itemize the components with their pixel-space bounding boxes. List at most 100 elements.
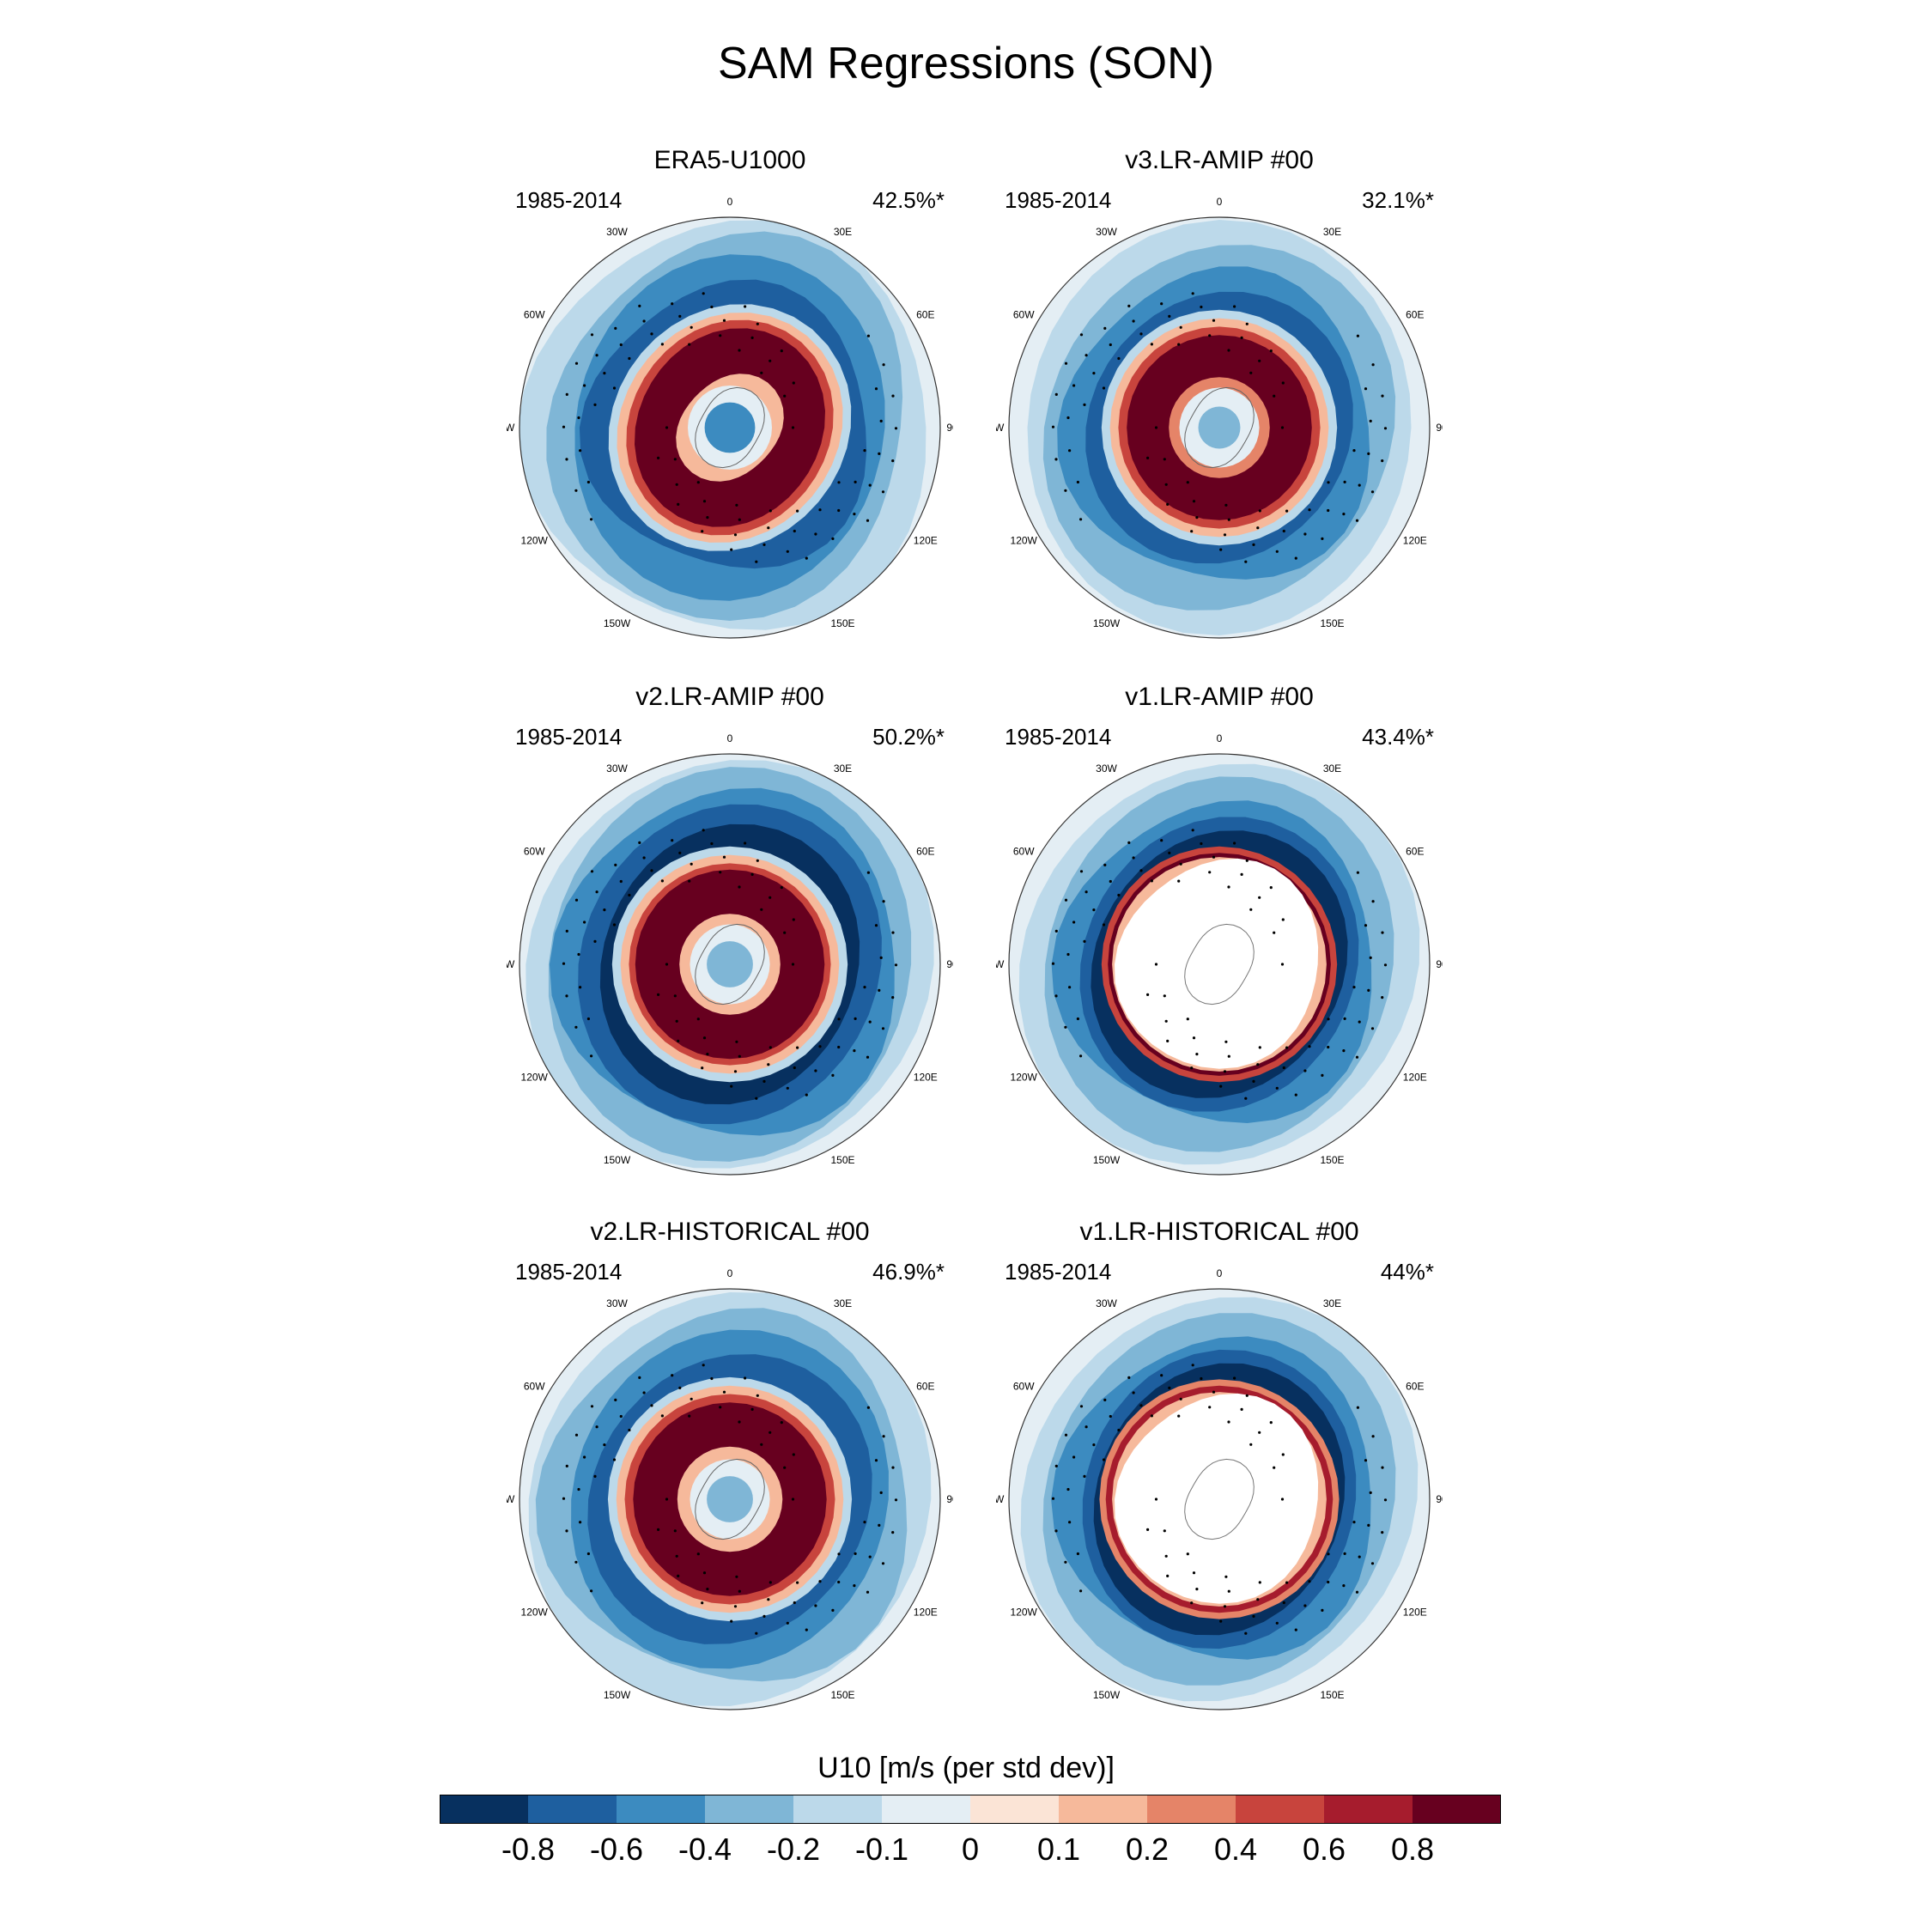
colorbar-swatch bbox=[440, 1795, 529, 1824]
longitude-label: 0 bbox=[727, 732, 733, 744]
colorbar-swatch bbox=[793, 1795, 883, 1824]
panel-explained-variance: 46.9%* bbox=[872, 1259, 945, 1285]
longitude-label: 30W bbox=[1096, 762, 1117, 775]
panel-v1-historical: v1.LR-HISTORICAL #00 1985-2014 44%* 0 30E… bbox=[996, 1218, 1443, 1716]
longitude-label: 90E bbox=[946, 1493, 953, 1505]
longitude-label: 90W bbox=[996, 1493, 1005, 1505]
longitude-label: 60E bbox=[916, 1381, 934, 1393]
longitude-label: 120E bbox=[914, 1072, 938, 1084]
colorbar-tick-label: -0.8 bbox=[501, 1832, 556, 1867]
colorbar-swatch bbox=[1059, 1795, 1148, 1824]
longitude-label: 60E bbox=[1406, 1381, 1424, 1393]
longitude-label: 120E bbox=[914, 1607, 938, 1619]
panel-period: 1985-2014 bbox=[1005, 187, 1112, 213]
longitude-label: 120W bbox=[1011, 1072, 1038, 1084]
longitude-label: 150E bbox=[830, 1689, 854, 1701]
polar-map: 030E60E90E120E150E180150W120W90W60W30W bbox=[507, 732, 953, 1176]
colorbar-swatch bbox=[970, 1795, 1060, 1824]
longitude-label: 30W bbox=[606, 226, 628, 238]
colorbar-tick-label: 0.4 bbox=[1213, 1832, 1258, 1867]
longitude-label: 60W bbox=[524, 309, 545, 321]
colorbar-tick-label: 0.6 bbox=[1302, 1832, 1346, 1867]
longitude-label: 0 bbox=[1217, 1267, 1223, 1279]
panel-explained-variance: 44%* bbox=[1380, 1259, 1434, 1285]
longitude-label: 60E bbox=[1406, 309, 1424, 321]
contour-band bbox=[704, 402, 756, 453]
panel-era5: ERA5-U1000 1985-2014 42.5%* 0 30E 60E 90E 12… bbox=[507, 146, 953, 644]
longitude-label: 30W bbox=[1096, 1297, 1117, 1309]
significance-stippling bbox=[1051, 292, 1388, 563]
longitude-label: 90W bbox=[507, 422, 515, 434]
panel-v3-amip: v3.LR-AMIP #00 1985-2014 32.1%* 0 30E 60E 9… bbox=[996, 146, 1443, 644]
longitude-label: 60W bbox=[1013, 846, 1035, 858]
colorbar-tick-label: -0.6 bbox=[589, 1832, 644, 1867]
polar-map: 030E60E90E120E150E180150W120W90W60W30W bbox=[996, 1267, 1443, 1710]
map-boundary bbox=[1008, 216, 1431, 639]
longitude-label: 120W bbox=[521, 1607, 549, 1619]
map-boundary bbox=[1008, 1288, 1431, 1710]
antarctica-coastline bbox=[1184, 923, 1255, 1005]
colorbar-title: U10 [m/s (per std dev)] bbox=[817, 1752, 1115, 1784]
colorbar-tick-label: -0.1 bbox=[854, 1832, 909, 1867]
colorbar-tick-label: 0.2 bbox=[1125, 1832, 1170, 1867]
longitude-label: 30E bbox=[1323, 226, 1341, 238]
panel-period: 1985-2014 bbox=[1005, 1259, 1112, 1285]
panel-title: v2.LR-AMIP #00 bbox=[635, 683, 824, 711]
colorbar-swatch bbox=[528, 1795, 617, 1824]
longitude-label: 90E bbox=[1436, 1493, 1443, 1505]
longitude-label: 0 bbox=[727, 1267, 733, 1279]
longitude-label: 60E bbox=[916, 846, 934, 858]
panel-v1-amip: v1.LR-AMIP #00 1985-2014 43.4%* 0 30E 60E 9… bbox=[996, 683, 1443, 1181]
colorbar-swatch bbox=[705, 1795, 794, 1824]
polar-map: 030E60E90E120E150E180150W120W90W60W30W bbox=[996, 196, 1443, 639]
panel-explained-variance: 50.2%* bbox=[872, 724, 945, 750]
longitude-label: 150W bbox=[1093, 1689, 1121, 1701]
polar-map: 030E60E90E120E150E180150W120W90W60W30W bbox=[507, 196, 953, 639]
longitude-label: 30E bbox=[834, 1297, 852, 1309]
longitude-label: 150E bbox=[830, 1154, 854, 1166]
longitude-label: 60E bbox=[916, 309, 934, 321]
colorbar-tick-label: 0 bbox=[961, 1832, 980, 1867]
longitude-label: 90E bbox=[946, 422, 953, 434]
longitude-label: 120E bbox=[1403, 535, 1427, 547]
longitude-label: 60W bbox=[524, 1381, 545, 1393]
panel-period: 1985-2014 bbox=[515, 187, 623, 213]
panel-period: 1985-2014 bbox=[515, 1259, 623, 1285]
longitude-label: 150E bbox=[1320, 1154, 1344, 1166]
antarctica-coastline bbox=[695, 923, 765, 1005]
longitude-label: 60W bbox=[1013, 1381, 1035, 1393]
colorbar-swatch bbox=[617, 1795, 706, 1824]
longitude-label: 150E bbox=[830, 617, 854, 629]
colorbar-swatch bbox=[1147, 1795, 1236, 1824]
map-boundary bbox=[519, 1288, 941, 1710]
colorbar-swatch bbox=[882, 1795, 971, 1824]
longitude-label: 60W bbox=[524, 846, 545, 858]
longitude-label: 30E bbox=[1323, 1297, 1341, 1309]
panel-explained-variance: 43.4%* bbox=[1362, 724, 1434, 750]
longitude-label: 90E bbox=[1436, 958, 1443, 970]
longitude-label: 30E bbox=[1323, 762, 1341, 775]
longitude-label: 120E bbox=[1403, 1072, 1427, 1084]
longitude-label: 30E bbox=[834, 762, 852, 775]
panel-title: v2.LR-HISTORICAL #00 bbox=[590, 1218, 870, 1246]
polar-map: 030E60E90E120E150E180150W120W90W60W30W bbox=[507, 1267, 953, 1710]
longitude-label: 150W bbox=[1093, 617, 1121, 629]
panel-title: v1.LR-HISTORICAL #00 bbox=[1079, 1218, 1359, 1246]
longitude-label: 0 bbox=[1217, 196, 1223, 208]
panel-title: ERA5-U1000 bbox=[653, 146, 806, 174]
longitude-label: 120E bbox=[1403, 1607, 1427, 1619]
longitude-label: 120W bbox=[1011, 1607, 1038, 1619]
contour-band bbox=[707, 1476, 753, 1522]
colorbar-tick-label: 0.1 bbox=[1036, 1832, 1081, 1867]
significance-stippling bbox=[562, 292, 898, 563]
longitude-label: 90E bbox=[946, 958, 953, 970]
colorbar-tick-label: -0.4 bbox=[677, 1832, 732, 1867]
longitude-label: 120W bbox=[1011, 535, 1038, 547]
significance-stippling bbox=[1051, 1364, 1388, 1635]
colorbar-swatch bbox=[1413, 1795, 1501, 1824]
longitude-label: 120E bbox=[914, 535, 938, 547]
colorbar-swatch bbox=[1236, 1795, 1325, 1824]
panel-title: v1.LR-AMIP #00 bbox=[1125, 683, 1314, 711]
masked-region bbox=[1115, 858, 1319, 1069]
map-boundary bbox=[519, 216, 941, 639]
